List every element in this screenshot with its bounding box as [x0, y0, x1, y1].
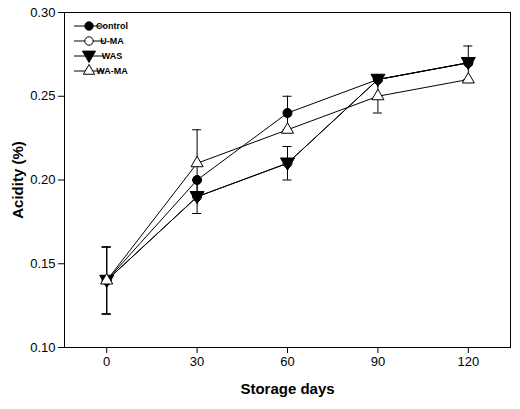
svg-text:WAS: WAS	[102, 51, 123, 61]
svg-text:Storage days: Storage days	[240, 380, 334, 397]
svg-text:0.20: 0.20	[30, 172, 55, 187]
svg-text:0.25: 0.25	[30, 88, 55, 103]
svg-text:0.10: 0.10	[30, 340, 55, 355]
svg-text:Acidity (%): Acidity (%)	[9, 141, 26, 219]
svg-text:60: 60	[280, 354, 294, 369]
svg-text:0: 0	[103, 354, 110, 369]
svg-text:0.15: 0.15	[30, 256, 55, 271]
svg-text:Control: Control	[96, 21, 128, 31]
svg-text:120: 120	[457, 354, 479, 369]
svg-text:30: 30	[190, 354, 204, 369]
svg-text:0.30: 0.30	[30, 5, 55, 20]
svg-text:90: 90	[371, 354, 385, 369]
svg-text:WA-MA: WA-MA	[96, 66, 128, 76]
svg-text:U-MA: U-MA	[100, 36, 124, 46]
